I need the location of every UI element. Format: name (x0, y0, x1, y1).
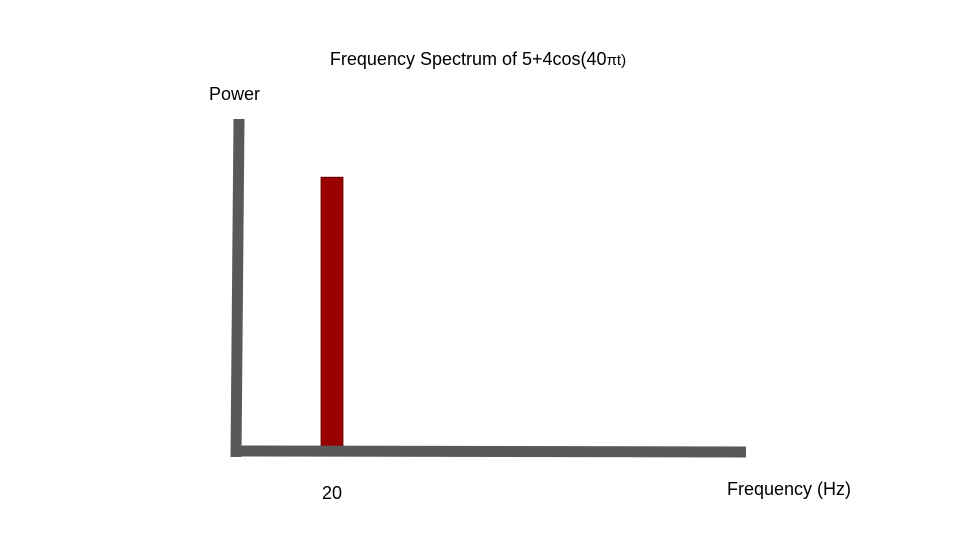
x-tick-labels: 20 (322, 483, 342, 503)
x-tick-label: 20 (322, 483, 342, 503)
y-axis-label: Power (209, 84, 260, 104)
x-axis-label: Frequency (Hz) (727, 479, 851, 499)
plot-marks (320, 176, 344, 448)
chart-title-main: Frequency Spectrum of 5+4cos(40 (330, 49, 607, 69)
chart-title-symbol: πt) (607, 52, 627, 69)
y-axis-line (230, 118, 245, 458)
chart-title: Frequency Spectrum of 5+4cos(40πt) (330, 49, 626, 69)
x-axis-line (230, 445, 747, 458)
spectrum-bar (320, 176, 344, 448)
